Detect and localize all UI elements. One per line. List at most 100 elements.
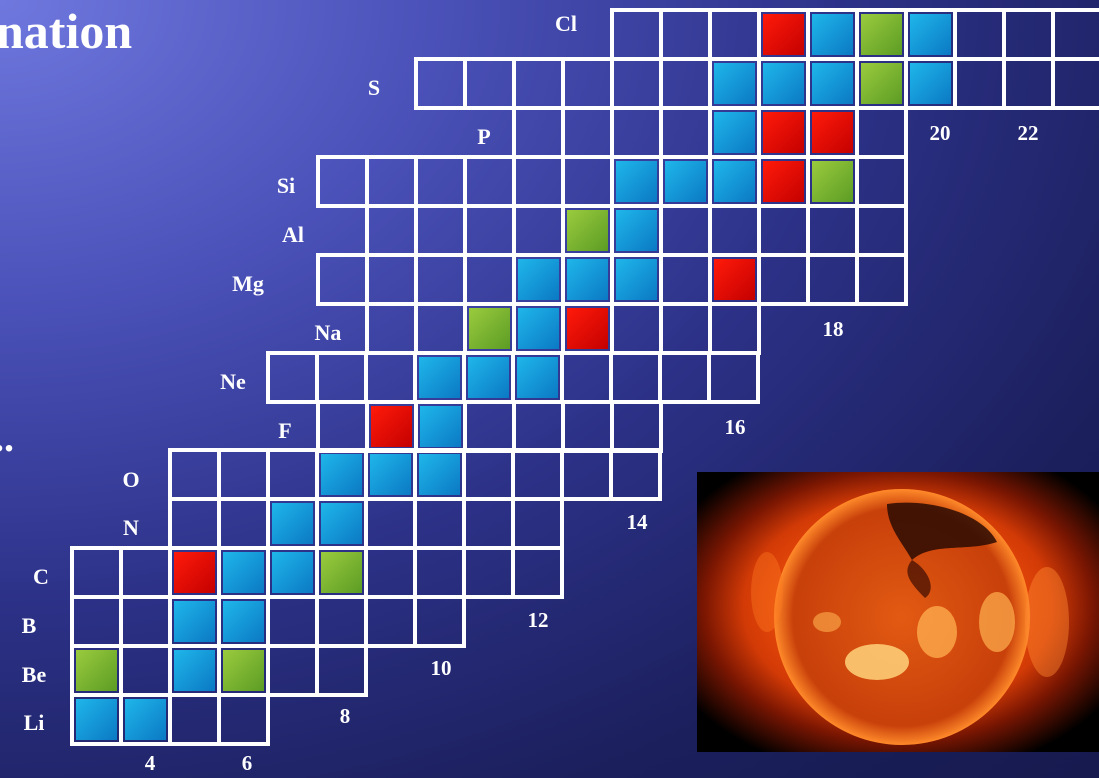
cell-s-11	[953, 57, 1006, 110]
blue-cell-al-5	[616, 210, 657, 251]
cell-li-2	[168, 693, 221, 746]
blue-cell-n-2	[272, 503, 313, 544]
cell-b-5	[315, 595, 368, 648]
neutron-label-12: 12	[528, 608, 549, 632]
cell-na-1	[414, 302, 467, 355]
neutron-label-20: 20	[930, 121, 951, 145]
element-label-al: Al	[282, 222, 304, 247]
red-cell-c-2	[174, 552, 215, 593]
cell-si-5	[561, 155, 614, 208]
cell-s-12	[1002, 57, 1055, 110]
ellipsis-text: ..	[0, 415, 14, 460]
blue-cell-b-2	[174, 601, 215, 642]
neutron-label-4: 4	[145, 751, 156, 775]
cell-mg-11	[855, 253, 908, 306]
blue-cell-s-8	[812, 63, 853, 104]
cell-si-3	[463, 155, 516, 208]
element-label-f: F	[278, 418, 291, 443]
cell-ne-6	[560, 351, 613, 404]
red-cell-si-9	[763, 161, 804, 202]
green-cell-be-0	[76, 650, 117, 691]
cell-o-8	[560, 448, 613, 501]
cell-n-7	[511, 497, 564, 550]
blue-cell-ne-4	[468, 357, 509, 398]
cell-mg-0	[316, 253, 369, 306]
cell-na-5	[610, 302, 663, 355]
cell-al-8	[757, 204, 810, 257]
green-cell-na-2	[469, 308, 510, 349]
blue-cell-o-3	[321, 454, 362, 495]
cell-si-4	[512, 155, 565, 208]
blue-cell-si-6	[616, 161, 657, 202]
cell-ne-2	[364, 351, 417, 404]
green-cell-si-10	[812, 161, 853, 202]
element-label-ne: Ne	[220, 369, 246, 394]
cell-al-1	[414, 204, 467, 257]
cell-be-4	[266, 644, 319, 697]
cells-layer	[70, 8, 1099, 746]
cell-o-2	[266, 448, 319, 501]
blue-cell-si-8	[714, 161, 755, 202]
red-cell-p-6	[812, 112, 853, 153]
red-cell-mg-8	[714, 259, 755, 300]
green-cell-cl-5	[861, 14, 902, 55]
element-label-s: S	[368, 75, 380, 100]
cell-b-4	[266, 595, 319, 648]
cell-n-4	[364, 497, 417, 550]
cell-cl-1	[659, 8, 712, 61]
neutron-label-6: 6	[242, 751, 253, 775]
blue-cell-cl-4	[812, 14, 853, 55]
cell-p-3	[659, 106, 712, 159]
cell-mg-9	[757, 253, 810, 306]
blue-cell-s-6	[714, 63, 755, 104]
cell-c-6	[364, 546, 417, 599]
green-cell-c-5	[321, 552, 362, 593]
blue-cell-li-0	[76, 699, 117, 740]
cell-p-7	[855, 106, 908, 159]
neutron-label-8: 8	[340, 704, 351, 728]
cell-cl-0	[610, 8, 663, 61]
cell-na-6	[659, 302, 712, 355]
cell-o-6	[462, 448, 515, 501]
blue-cell-c-4	[272, 552, 313, 593]
cell-al-3	[512, 204, 565, 257]
blue-cell-ne-5	[517, 357, 558, 398]
cell-o-9	[609, 448, 662, 501]
cell-si-2	[414, 155, 467, 208]
cell-n-0	[168, 497, 221, 550]
red-cell-p-5	[763, 112, 804, 153]
blue-cell-o-4	[370, 454, 411, 495]
cell-f-4	[512, 400, 565, 453]
element-label-mg: Mg	[232, 271, 264, 296]
neutron-label-10: 10	[431, 656, 452, 680]
neutron-label-18: 18	[823, 317, 844, 341]
blue-cell-mg-4	[518, 259, 559, 300]
cell-ne-9	[707, 351, 760, 404]
blue-cell-si-7	[665, 161, 706, 202]
blue-cell-f-2	[420, 406, 461, 447]
blue-cell-mg-6	[616, 259, 657, 300]
cell-mg-1	[365, 253, 418, 306]
cell-o-0	[168, 448, 221, 501]
cell-mg-3	[463, 253, 516, 306]
element-label-si: Si	[277, 173, 295, 198]
cell-si-1	[365, 155, 418, 208]
red-cell-f-1	[371, 406, 412, 447]
cell-f-5	[561, 400, 614, 453]
cell-b-1	[119, 595, 172, 648]
cell-s-3	[561, 57, 614, 110]
cell-na-0	[365, 302, 418, 355]
blue-cell-s-7	[763, 63, 804, 104]
blue-cell-o-5	[419, 454, 460, 495]
blue-cell-b-3	[223, 601, 264, 642]
blue-cell-n-3	[321, 503, 362, 544]
cell-f-3	[463, 400, 516, 453]
red-cell-na-4	[567, 308, 608, 349]
cell-ne-8	[658, 351, 711, 404]
green-cell-s-9	[861, 63, 902, 104]
cell-b-0	[70, 595, 123, 648]
cell-ne-7	[609, 351, 662, 404]
cell-n-5	[413, 497, 466, 550]
element-label-b: B	[22, 613, 37, 638]
element-label-be: Be	[22, 662, 47, 687]
